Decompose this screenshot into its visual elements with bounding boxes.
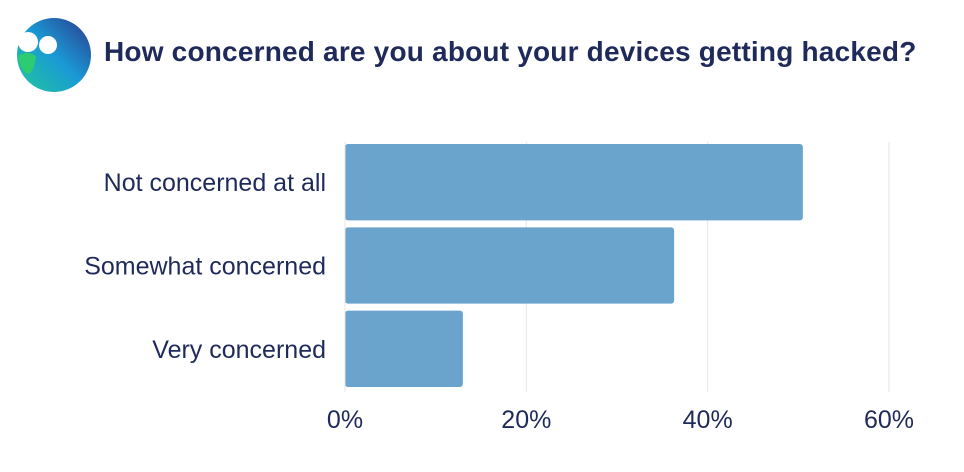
chart-title: How concerned are you about your devices… [104, 36, 917, 67]
category-label: Very concerned [152, 336, 326, 364]
category-label: Not concerned at all [104, 169, 326, 197]
x-tick-label: 40% [683, 406, 733, 434]
x-tick-label: 60% [864, 406, 914, 434]
bar [345, 227, 675, 304]
brand-logo-icon [17, 18, 91, 92]
bar [345, 144, 803, 221]
category-label: Somewhat concerned [84, 253, 326, 281]
x-tick-label: 0% [327, 406, 363, 434]
bar [345, 310, 463, 387]
x-tick-label: 20% [501, 406, 551, 434]
